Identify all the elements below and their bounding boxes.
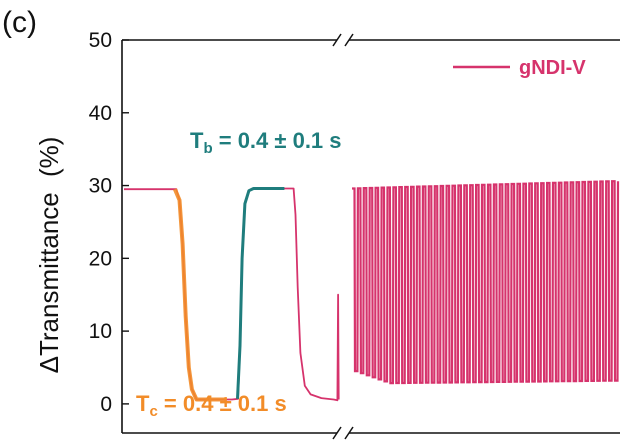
annotation-tb: Tb = 0.4 ± 0.1 s [190, 128, 342, 157]
y-axis-label-main: ΔTransmittance [34, 192, 64, 373]
y-tick-labels: 0 10 20 30 40 50 [89, 29, 112, 416]
annotation-tc: Tc = 0.4 ± 0.1 s [136, 391, 287, 420]
fit-bleaching [236, 187, 285, 399]
y-tick-label-20: 20 [89, 247, 112, 270]
series-line-before-break [124, 187, 340, 402]
fit-coloring [173, 188, 226, 402]
svg-text:ΔTransmittance (%): ΔTransmittance (%) [34, 137, 64, 374]
break-mark-top-b [344, 33, 354, 47]
y-axis-label: ΔTransmittance (%) [34, 137, 64, 374]
y-tick-label-0: 0 [100, 393, 112, 416]
axes [121, 39, 620, 434]
y-tick-label-10: 10 [89, 320, 112, 343]
legend-label: gNDI-V [519, 57, 586, 79]
break-mark-top-a [332, 33, 342, 47]
y-tick-label-30: 30 [89, 175, 112, 198]
break-mark-bottom-b [344, 426, 354, 440]
y-tick-label-40: 40 [89, 102, 112, 125]
series-line-after-break [352, 180, 620, 385]
break-mark-bottom-a [332, 426, 342, 440]
axis-break-marks [332, 33, 354, 440]
fit-overlays [173, 187, 285, 402]
y-axis-label-unit: (%) [34, 137, 64, 177]
series-gndi-v [124, 180, 620, 402]
legend: gNDI-V [453, 57, 586, 79]
panel-label: (c) [2, 6, 37, 39]
y-tick-label-50: 50 [89, 29, 112, 52]
